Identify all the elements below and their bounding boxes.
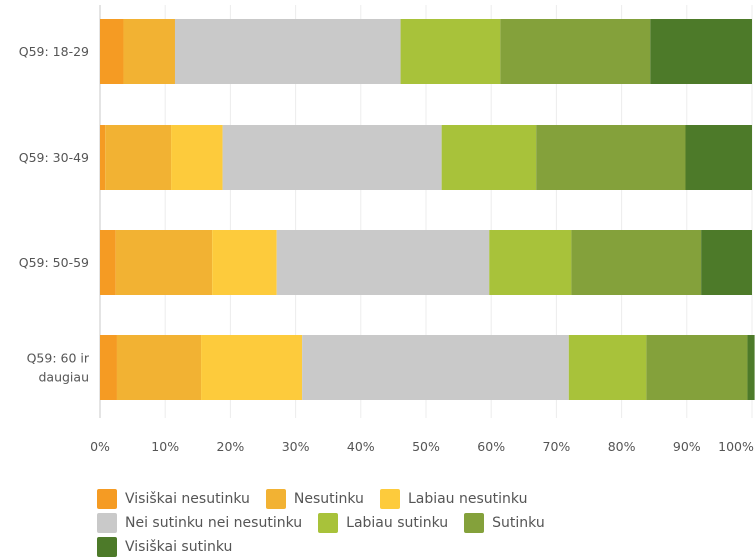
legend-row: Nei sutinku nei nesutinku Labiau sutinku S…: [97, 511, 737, 535]
legend-item: Labiau sutinku: [318, 513, 448, 533]
category-label: daugiau: [38, 370, 89, 385]
bars: [100, 19, 755, 400]
category-label: Q59: 50-59: [19, 255, 89, 270]
legend-swatch: [464, 513, 485, 533]
bar-segment: [302, 335, 569, 400]
bar-segment: [201, 335, 303, 400]
legend-swatch: [379, 489, 400, 509]
bar-segment: [685, 125, 752, 190]
bar-segment: [212, 230, 277, 295]
bar-segment: [115, 230, 213, 295]
bar-segment: [105, 125, 172, 190]
x-tick-label: 30%: [282, 439, 310, 454]
bar-segment: [276, 230, 490, 295]
bar-segment: [571, 230, 702, 295]
legend-item: Labiau nesutinku: [379, 489, 528, 509]
bar-segment: [116, 335, 202, 400]
bar-segment: [400, 19, 501, 84]
bar-segment: [100, 230, 116, 295]
x-tick-label: 80%: [608, 439, 636, 454]
bar-segment: [222, 125, 442, 190]
bar-segment: [100, 125, 106, 190]
legend-label: Visiškai sutinku: [125, 539, 233, 555]
legend-label: Nei sutinku nei nesutinku: [125, 515, 303, 531]
legend-swatch: [97, 537, 117, 557]
category-label: Q59: 30-49: [19, 150, 89, 165]
legend-item: Nei sutinku nei nesutinku: [97, 513, 302, 533]
legend-row: Visiškai sutinku: [97, 535, 737, 559]
x-tick-label: 100%: [718, 439, 754, 454]
stacked-bar-chart: Q59: 18-29 Q59: 30-49 Q59: 50-59 Q59: 60 ir…: [19, 5, 755, 454]
bar-segment: [123, 19, 175, 84]
bar-segment: [650, 19, 752, 84]
x-tick-label: 20%: [217, 439, 245, 454]
x-axis-tick-labels: 0% 10% 20% 30% 40% 50% 60% 70% 80% 90% 100%: [90, 439, 754, 454]
bar-segment: [441, 125, 537, 190]
x-tick-label: 40%: [347, 439, 375, 454]
legend: Visiškai nesutinku Nesutinku Labiau nesuti…: [97, 487, 737, 559]
legend-swatch: [97, 513, 117, 533]
bar-segment: [536, 125, 686, 190]
x-tick-label: 60%: [477, 439, 505, 454]
legend-swatch: [265, 489, 286, 509]
legend-item: Sutinku: [464, 513, 545, 533]
x-tick-label: 0%: [90, 439, 110, 454]
category-label: Q59: 60 ir: [27, 351, 90, 366]
bar-segment: [568, 335, 647, 400]
category-labels: Q59: 18-29 Q59: 30-49 Q59: 50-59 Q59: 60 ir…: [19, 44, 90, 385]
legend-label: Nesutinku: [293, 491, 364, 507]
legend-swatch: [318, 513, 339, 533]
x-tick-label: 90%: [673, 439, 701, 454]
x-tick-label: 10%: [151, 439, 179, 454]
bar-segment: [500, 19, 651, 84]
bar-segment: [747, 335, 755, 400]
category-label: Q59: 18-29: [19, 44, 89, 59]
legend-swatch: [97, 489, 117, 509]
legend-label: Labiau nesutinku: [407, 491, 528, 507]
x-tick-label: 50%: [412, 439, 440, 454]
bar-segment: [100, 19, 124, 84]
legend-item: Visiškai sutinku: [97, 537, 232, 557]
legend-label: Visiškai nesutinku: [125, 491, 250, 507]
bar-segment: [701, 230, 752, 295]
legend-label: Labiau sutinku: [346, 515, 449, 531]
bar-segment: [100, 335, 117, 400]
bar-segment: [646, 335, 748, 400]
legend-row: Visiškai nesutinku Nesutinku Labiau nesuti…: [97, 487, 737, 511]
bar-segment: [171, 125, 223, 190]
legend-item: Nesutinku: [265, 489, 364, 509]
x-tick-label: 70%: [543, 439, 571, 454]
legend-label: Sutinku: [492, 515, 545, 531]
bar-segment: [174, 19, 401, 84]
legend-item: Visiškai nesutinku: [97, 489, 250, 509]
bar-segment: [489, 230, 572, 295]
